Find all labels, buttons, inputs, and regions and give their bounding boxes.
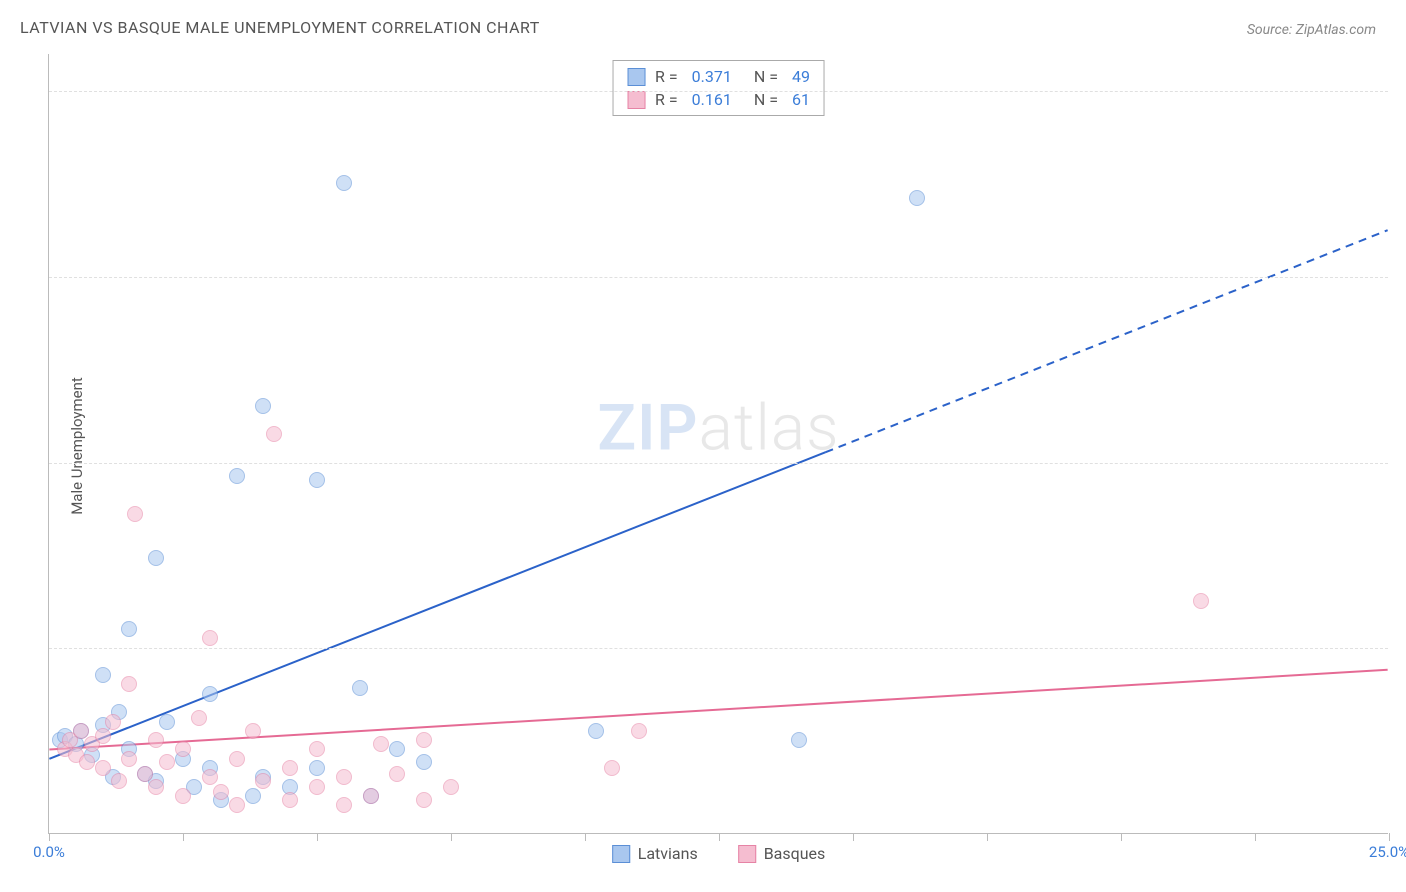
data-point <box>148 550 164 566</box>
data-point <box>175 741 191 757</box>
data-point <box>127 506 143 522</box>
data-point <box>1193 593 1209 609</box>
trend-line-dashed <box>826 230 1388 452</box>
data-point <box>202 769 218 785</box>
data-point <box>121 751 137 767</box>
data-point <box>336 769 352 785</box>
data-point <box>95 728 111 744</box>
legend-swatch <box>627 91 645 109</box>
data-point <box>389 741 405 757</box>
data-point <box>202 686 218 702</box>
data-point <box>121 676 137 692</box>
gridline <box>49 91 1388 92</box>
data-point <box>95 667 111 683</box>
data-point <box>416 732 432 748</box>
source-attribution: Source: ZipAtlas.com <box>1247 22 1376 38</box>
data-point <box>95 760 111 776</box>
data-point <box>229 797 245 813</box>
data-point <box>631 723 647 739</box>
n-value: 49 <box>792 67 810 86</box>
data-point <box>245 723 261 739</box>
data-point <box>282 760 298 776</box>
data-point <box>389 766 405 782</box>
gridline <box>49 463 1388 464</box>
data-point <box>255 398 271 414</box>
data-point <box>604 760 620 776</box>
data-point <box>79 754 95 770</box>
n-label: N = <box>754 67 778 86</box>
gridline <box>49 648 1388 649</box>
x-tick <box>1389 833 1390 841</box>
gridline <box>49 277 1388 278</box>
data-point <box>213 784 229 800</box>
data-point <box>148 779 164 795</box>
data-point <box>148 732 164 748</box>
data-point <box>309 472 325 488</box>
legend-label: Basques <box>764 844 826 863</box>
legend-row: R = 0.371 N = 49 <box>627 65 810 88</box>
data-point <box>255 773 271 789</box>
data-point <box>336 175 352 191</box>
chart-title: LATVIAN VS BASQUE MALE UNEMPLOYMENT CORR… <box>20 18 540 37</box>
x-tick <box>1255 833 1256 841</box>
n-label: N = <box>754 90 778 109</box>
legend-swatch <box>627 68 645 86</box>
data-point <box>266 426 282 442</box>
data-point <box>443 779 459 795</box>
data-point <box>111 773 127 789</box>
data-point <box>373 736 389 752</box>
data-point <box>791 732 807 748</box>
data-point <box>309 779 325 795</box>
x-tick <box>585 833 586 841</box>
x-tick <box>853 833 854 841</box>
source-link[interactable]: ZipAtlas.com <box>1296 22 1376 38</box>
x-tick <box>451 833 452 841</box>
n-value: 61 <box>792 90 810 109</box>
r-value: 0.161 <box>692 90 732 109</box>
data-point <box>175 788 191 804</box>
series-legend: Latvians Basques <box>612 844 826 863</box>
x-tick <box>317 833 318 841</box>
correlation-legend: R = 0.371 N = 49 R = 0.161 N = 61 <box>612 60 825 116</box>
r-label: R = <box>655 67 678 86</box>
data-point <box>202 630 218 646</box>
x-tick <box>183 833 184 841</box>
watermark: ZIPatlas <box>597 390 839 465</box>
data-point <box>159 714 175 730</box>
legend-label: Latvians <box>638 844 698 863</box>
data-point <box>229 751 245 767</box>
x-tick <box>719 833 720 841</box>
legend-item: Latvians <box>612 844 698 863</box>
x-tick-label: 25.0% <box>1369 843 1406 861</box>
data-point <box>416 792 432 808</box>
data-point <box>909 190 925 206</box>
data-point <box>121 621 137 637</box>
data-point <box>363 788 379 804</box>
data-point <box>245 788 261 804</box>
data-point <box>309 741 325 757</box>
legend-swatch <box>612 845 630 863</box>
data-point <box>336 797 352 813</box>
x-tick <box>987 833 988 841</box>
data-point <box>159 754 175 770</box>
r-label: R = <box>655 90 678 109</box>
legend-item: Basques <box>738 844 826 863</box>
x-tick <box>49 833 50 841</box>
x-tick <box>1121 833 1122 841</box>
data-point <box>588 723 604 739</box>
data-point <box>282 792 298 808</box>
data-point <box>105 714 121 730</box>
trend-lines <box>49 54 1388 833</box>
data-point <box>229 468 245 484</box>
r-value: 0.371 <box>692 67 732 86</box>
data-point <box>352 680 368 696</box>
data-point <box>191 710 207 726</box>
legend-swatch <box>738 845 756 863</box>
scatter-plot-area: ZIPatlas R =0.371N =49R =0.161N =61 Latv… <box>48 54 1388 834</box>
data-point <box>416 754 432 770</box>
x-tick-label: 0.0% <box>33 843 65 861</box>
data-point <box>309 760 325 776</box>
